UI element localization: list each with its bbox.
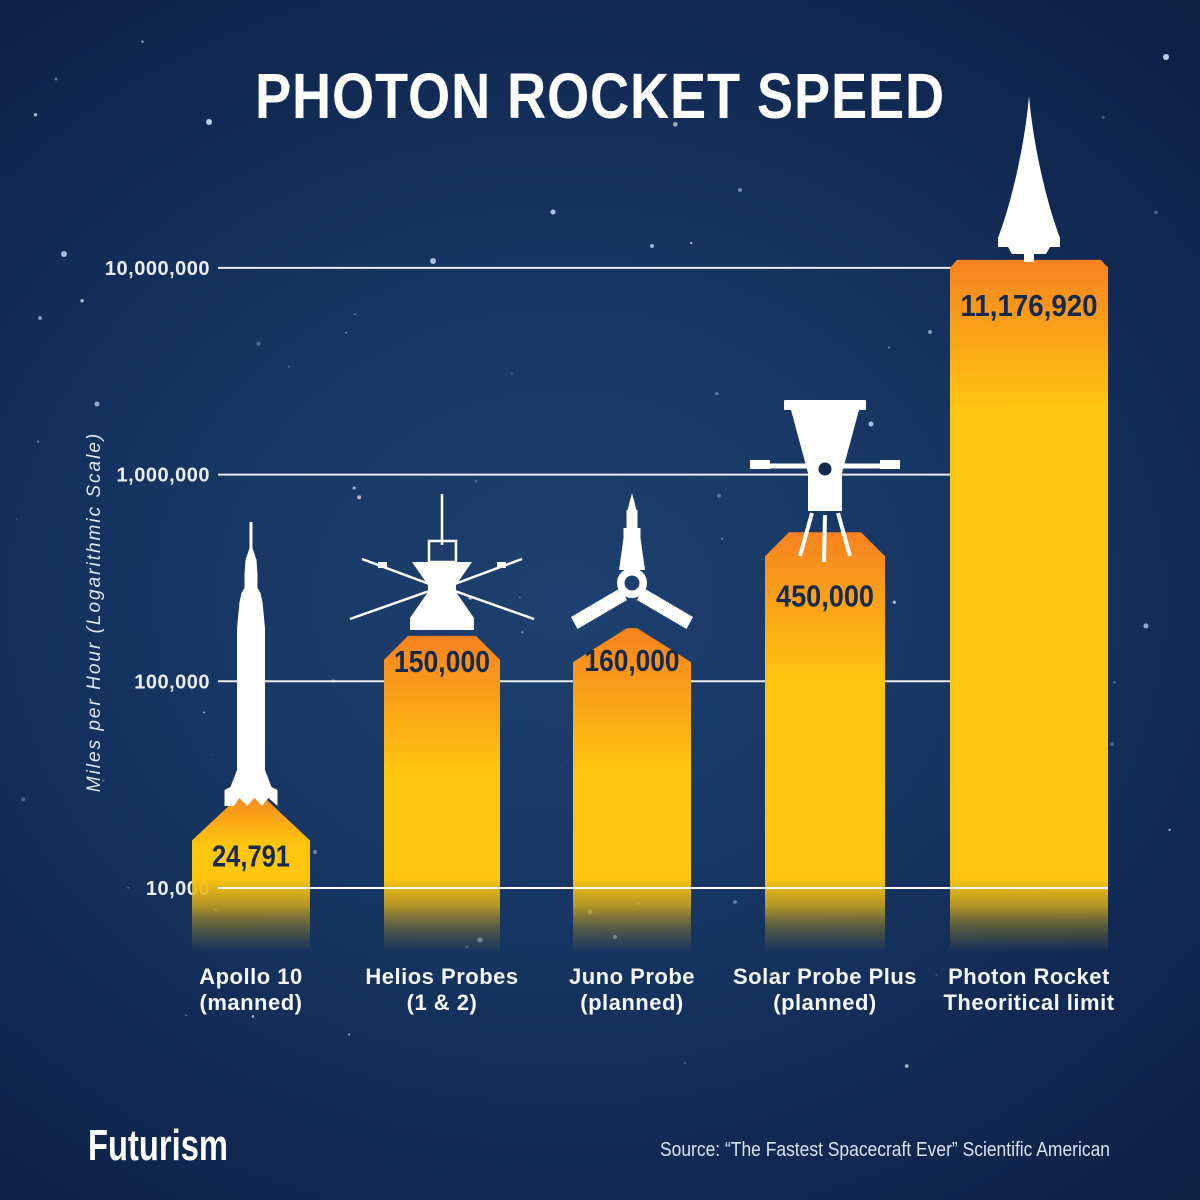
juno-probe-icon [571,493,693,629]
y-tick-label: 100,000 [134,671,210,693]
bars [192,259,1108,960]
bar-value-label: 450,000 [776,578,874,613]
bar-photon-rocket [950,259,1108,960]
spacecraft-icons [224,96,1060,806]
y-axis-title: Miles per Hour (Logarithmic Scale) [84,432,105,793]
photon-rocket-cone-icon [998,96,1060,262]
brand-logo: Futurism [88,1121,228,1170]
bar-category-label: Solar Probe Plus (planned) [733,964,917,1015]
bar-category-label: Helios Probes (1 & 2) [365,964,518,1015]
bar-category-label: Apollo 10 (manned) [199,964,303,1015]
bar-value-label: 150,000 [394,644,490,679]
helios-probe-icon [349,494,535,630]
bar-category-label: Photon Rocket Theoritical limit [943,964,1114,1015]
bar-value-label: 24,791 [212,838,290,873]
solar-probe-plus-icon [750,400,900,563]
bar-helios-probes [384,635,500,960]
y-tick-label: 1,000,000 [117,465,210,487]
source-credit: Source: “The Fastest Spacecraft Ever” Sc… [660,1139,1110,1161]
bar-value-label: 11,176,920 [961,288,1098,323]
bar-solar-probe-plus [765,532,885,960]
bar-juno-probe [573,628,691,960]
bar-value-label: 160,000 [585,643,680,678]
category-labels: Apollo 10 (manned) Helios Probes (1 & 2) Jun… [199,964,1114,1015]
page-title: PHOTON ROCKET SPEED [255,60,945,132]
value-labels: 24,791 150,000 160,000 450,000 11,176,920 [212,288,1098,874]
y-tick-label: 10,000,000 [105,258,210,280]
bar-apollo-10 [192,791,310,960]
bar-category-label: Juno Probe (planned) [569,964,695,1015]
saturn-v-rocket-icon [224,522,278,806]
